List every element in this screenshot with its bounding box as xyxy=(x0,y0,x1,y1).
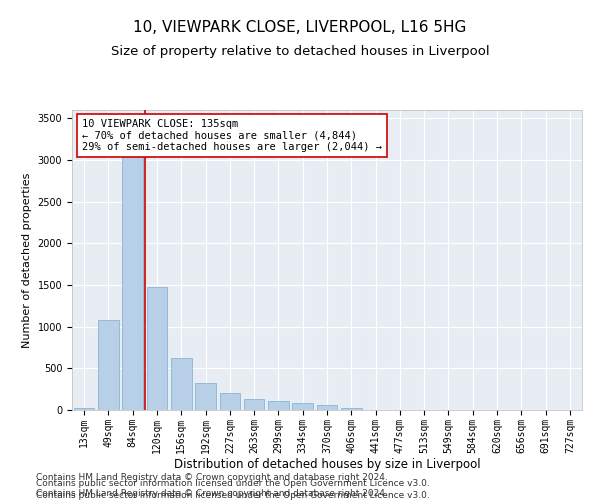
Text: Contains HM Land Registry data © Crown copyright and database right 2024.: Contains HM Land Registry data © Crown c… xyxy=(36,472,388,482)
Text: Contains public sector information licensed under the Open Government Licence v3: Contains public sector information licen… xyxy=(36,478,430,488)
Bar xyxy=(98,320,119,410)
Bar xyxy=(171,358,191,410)
Bar xyxy=(122,156,143,410)
Text: Contains public sector information licensed under the Open Government Licence v3: Contains public sector information licen… xyxy=(36,491,430,500)
Bar xyxy=(74,408,94,410)
Text: 10, VIEWPARK CLOSE, LIVERPOOL, L16 5HG: 10, VIEWPARK CLOSE, LIVERPOOL, L16 5HG xyxy=(133,20,467,35)
Text: 10 VIEWPARK CLOSE: 135sqm
← 70% of detached houses are smaller (4,844)
29% of se: 10 VIEWPARK CLOSE: 135sqm ← 70% of detac… xyxy=(82,119,382,152)
Bar xyxy=(220,394,240,410)
Bar xyxy=(244,399,265,410)
Text: Size of property relative to detached houses in Liverpool: Size of property relative to detached ho… xyxy=(110,45,490,58)
Bar xyxy=(292,402,313,410)
Text: Contains HM Land Registry data © Crown copyright and database right 2024.: Contains HM Land Registry data © Crown c… xyxy=(36,488,388,498)
Y-axis label: Number of detached properties: Number of detached properties xyxy=(22,172,32,348)
Bar xyxy=(268,401,289,410)
Bar xyxy=(341,408,362,410)
Bar xyxy=(317,406,337,410)
Bar xyxy=(146,286,167,410)
X-axis label: Distribution of detached houses by size in Liverpool: Distribution of detached houses by size … xyxy=(173,458,481,471)
Bar xyxy=(195,382,216,410)
